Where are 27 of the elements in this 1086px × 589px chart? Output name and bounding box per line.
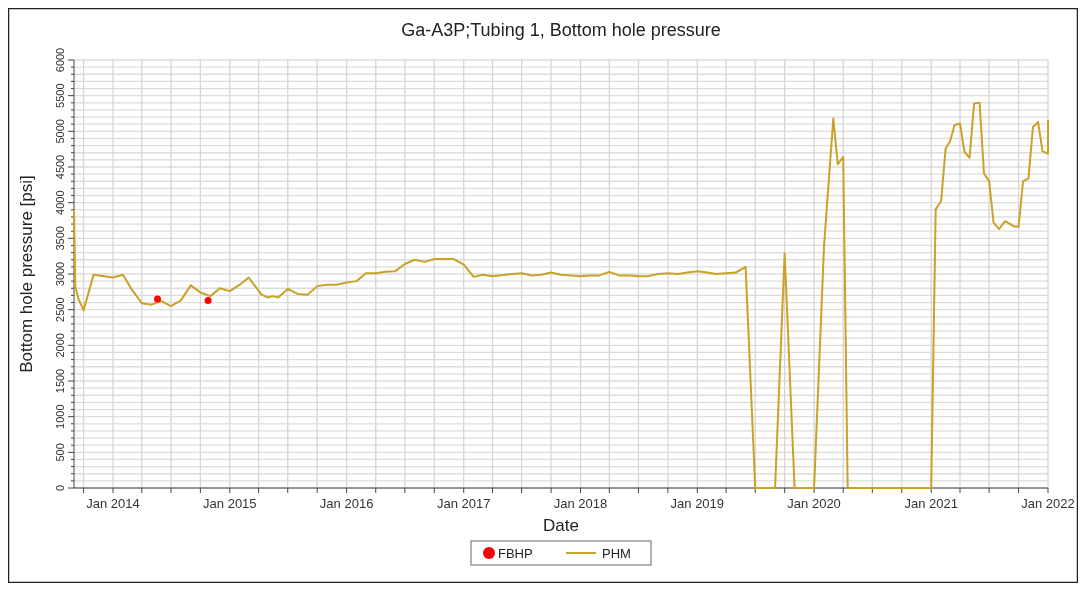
y-tick-label: 3500	[54, 226, 66, 251]
y-tick-label: 5000	[54, 119, 66, 144]
y-tick-label: 1000	[54, 404, 66, 429]
x-tick-label: Jan 2018	[553, 496, 608, 511]
y-tick-label: 4000	[54, 190, 66, 215]
x-tick-label: Jan 2022	[1021, 496, 1075, 511]
x-axis-title: Date	[543, 516, 579, 535]
legend-label: FBHP	[498, 546, 533, 561]
x-tick-label: Jan 2014	[86, 496, 140, 511]
y-tick-label: 2000	[54, 333, 66, 358]
x-tick-label: Jan 2016	[319, 496, 374, 511]
y-tick-label: 2500	[54, 297, 66, 322]
x-tick-label: Jan 2020	[787, 496, 841, 511]
y-tick-label: 6000	[54, 47, 66, 73]
x-tick-label: Jan 2021	[904, 496, 958, 511]
x-tick-label: Jan 2019	[670, 496, 725, 511]
y-axis-title: Bottom hole pressure [psi]	[17, 175, 36, 373]
y-tick-label: 5500	[54, 83, 66, 108]
y-tick-label: 0	[54, 484, 66, 492]
y-tick-label: 500	[54, 443, 66, 462]
chart-title: Ga-A3P;Tubing 1, Bottom hole pressure	[401, 20, 721, 40]
y-tick-label: 1500	[54, 368, 66, 394]
legend-label: PHM	[602, 546, 631, 561]
x-tick-label: Jan 2015	[203, 496, 257, 511]
y-tick-label: 3000	[54, 261, 66, 287]
x-tick-label: Jan 2017	[436, 496, 491, 511]
y-tick-label: 4500	[54, 154, 66, 180]
